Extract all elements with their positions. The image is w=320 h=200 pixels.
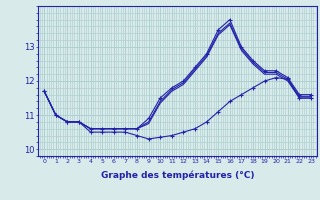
X-axis label: Graphe des températures (°C): Graphe des températures (°C) — [101, 170, 254, 180]
